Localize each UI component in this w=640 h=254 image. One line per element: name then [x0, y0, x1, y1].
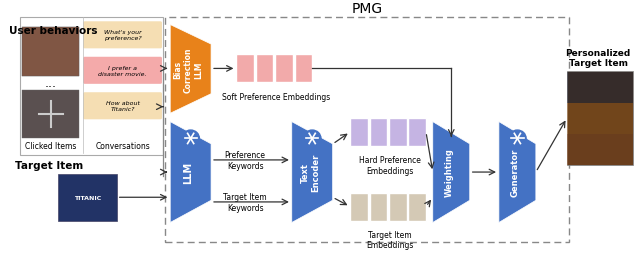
- Text: Clicked Items: Clicked Items: [25, 142, 76, 151]
- Circle shape: [182, 131, 200, 147]
- FancyBboxPatch shape: [83, 93, 162, 120]
- Text: How about
Titanic?: How about Titanic?: [106, 101, 140, 112]
- Text: User behaviors: User behaviors: [10, 25, 98, 35]
- Bar: [22, 90, 79, 139]
- Text: Generator: Generator: [511, 148, 520, 196]
- Bar: [22, 28, 79, 77]
- Bar: [567, 104, 633, 134]
- Bar: [294, 55, 312, 83]
- Bar: [165, 18, 569, 242]
- Bar: [408, 193, 426, 221]
- Bar: [369, 118, 387, 146]
- Text: Soft Preference Embeddings: Soft Preference Embeddings: [222, 92, 330, 101]
- Text: LLM: LLM: [184, 161, 194, 183]
- Text: Text
Encoder: Text Encoder: [300, 153, 320, 192]
- Bar: [567, 72, 633, 165]
- Bar: [275, 55, 292, 83]
- Circle shape: [303, 131, 321, 147]
- Polygon shape: [170, 25, 211, 114]
- Text: Bias
Correction
LLM: Bias Correction LLM: [173, 47, 204, 92]
- Bar: [350, 118, 367, 146]
- Text: Hard Preference
Embeddings: Hard Preference Embeddings: [359, 156, 421, 175]
- Bar: [567, 73, 633, 104]
- Polygon shape: [499, 122, 536, 223]
- Text: Personalized
Target Item: Personalized Target Item: [566, 48, 630, 68]
- Polygon shape: [292, 122, 333, 223]
- Text: What's your
preference?: What's your preference?: [104, 30, 141, 41]
- Text: Target Item
Embeddings: Target Item Embeddings: [366, 230, 413, 249]
- Text: PMG: PMG: [351, 2, 383, 16]
- Text: Conversations: Conversations: [95, 142, 150, 151]
- Bar: [389, 193, 406, 221]
- FancyBboxPatch shape: [83, 22, 162, 49]
- Text: Target Item: Target Item: [15, 160, 83, 170]
- Bar: [58, 174, 116, 221]
- Text: TITANIC: TITANIC: [74, 195, 101, 200]
- Bar: [389, 118, 406, 146]
- Polygon shape: [170, 122, 211, 223]
- Bar: [19, 18, 163, 156]
- FancyBboxPatch shape: [83, 57, 162, 85]
- Circle shape: [509, 131, 526, 147]
- Bar: [350, 193, 367, 221]
- Text: Weighting: Weighting: [445, 148, 454, 197]
- Text: I prefer a
disaster movie.: I prefer a disaster movie.: [99, 66, 147, 76]
- Text: Preference
Keywords: Preference Keywords: [225, 151, 266, 170]
- Text: ...: ...: [45, 77, 56, 90]
- Bar: [256, 55, 273, 83]
- Text: Target Item
Keywords: Target Item Keywords: [223, 193, 267, 212]
- Bar: [567, 134, 633, 165]
- Polygon shape: [433, 122, 470, 223]
- Bar: [408, 118, 426, 146]
- Bar: [22, 28, 79, 77]
- Bar: [369, 193, 387, 221]
- Bar: [236, 55, 254, 83]
